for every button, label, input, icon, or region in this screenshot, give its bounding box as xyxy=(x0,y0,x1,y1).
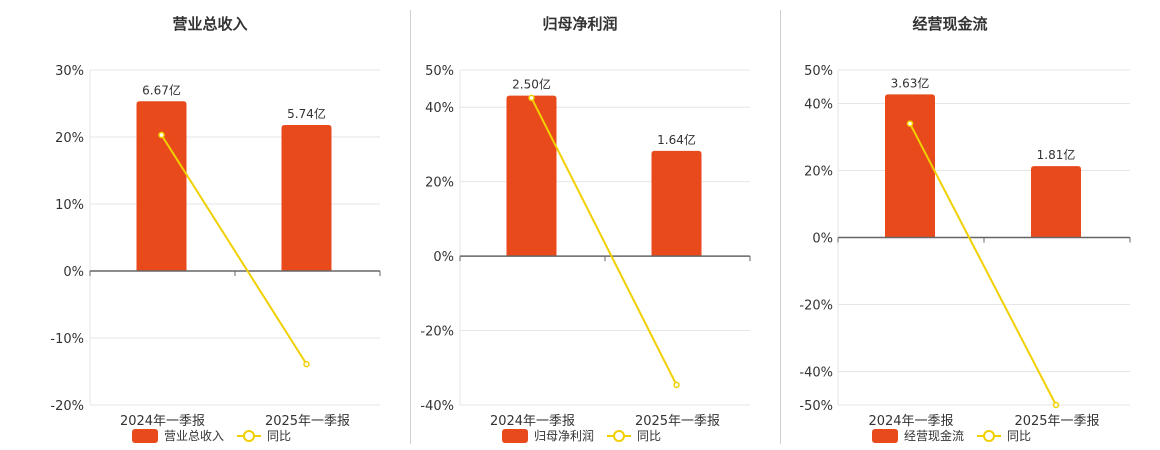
legend-line-label: 同比 xyxy=(637,429,661,443)
y-tick-label: 20% xyxy=(55,131,84,146)
bar xyxy=(1031,166,1081,238)
bar xyxy=(136,101,187,271)
y-tick-label: 0% xyxy=(812,232,833,247)
bar-data-label: 1.64亿 xyxy=(657,132,696,147)
legend-line-marker xyxy=(613,430,625,442)
y-tick-label: 50% xyxy=(425,64,454,79)
y-tick-label: -50% xyxy=(799,399,833,414)
bar-data-label: 2.50亿 xyxy=(512,77,551,92)
operating-cashflow-chart-panel: 经营现金流 50% 40% 20% 0% -20% -40% -50% 3.63亿 1.81亿 20… xyxy=(780,0,1150,450)
y-tick-label: -20% xyxy=(50,399,84,414)
y-tick-label: -40% xyxy=(420,399,454,414)
yoy-point xyxy=(528,94,535,102)
legend-bar-label: 经营现金流 xyxy=(904,428,964,443)
y-tick-label: 0% xyxy=(63,265,84,280)
chart-title: 营业总收入 xyxy=(172,15,247,33)
bar-data-label: 5.74亿 xyxy=(287,106,326,121)
legend-bar-swatch xyxy=(502,429,528,443)
y-tick-label: 30% xyxy=(55,64,84,79)
legend[interactable]: 经营现金流 同比 xyxy=(872,428,1031,443)
panel-divider xyxy=(780,10,781,444)
x-category-label: 2025年一季报 xyxy=(1014,414,1099,429)
y-tick-label: -40% xyxy=(799,366,833,381)
x-category-label: 2025年一季报 xyxy=(265,414,350,429)
y-tick-label: 50% xyxy=(804,64,833,79)
bar xyxy=(885,94,935,238)
y-tick-label: -10% xyxy=(50,332,84,347)
legend-bar-label: 营业总收入 xyxy=(164,429,224,443)
x-category-label: 2024年一季报 xyxy=(490,414,575,429)
bar-data-label: 1.81亿 xyxy=(1037,147,1076,162)
y-tick-label: 20% xyxy=(804,165,833,180)
revenue-chart-panel: 营业总收入 30% 20% 10% 0% -10% -20% 6.67亿 5.74亿 2024年一… xyxy=(40,0,410,450)
chart-svg: 经营现金流 50% 40% 20% 0% -20% -40% -50% 3.63亿 1.81亿 20… xyxy=(799,15,1131,443)
bar xyxy=(651,150,702,257)
chart-svg: 归母净利润 50% 40% 20% 0% -20% -40% 2.50亿 1.64亿 2024年一… xyxy=(420,15,751,443)
y-tick-label: 40% xyxy=(425,101,454,116)
legend[interactable]: 归母净利润 同比 xyxy=(502,429,661,443)
x-category-label: 2025年一季报 xyxy=(635,414,720,429)
legend[interactable]: 营业总收入 同比 xyxy=(132,429,291,443)
chart-title: 经营现金流 xyxy=(912,15,987,33)
yoy-line xyxy=(530,97,678,386)
bar xyxy=(506,95,557,257)
bar xyxy=(281,124,332,271)
y-tick-label: 0% xyxy=(433,250,454,265)
legend-line-label: 同比 xyxy=(1007,429,1031,443)
legend-line-marker xyxy=(243,430,255,442)
bar-data-label: 6.67亿 xyxy=(142,82,181,97)
yoy-point xyxy=(1052,401,1060,409)
net-profit-chart-panel: 归母净利润 50% 40% 20% 0% -20% -40% 2.50亿 1.64亿 2024年一… xyxy=(410,0,780,450)
yoy-point xyxy=(673,381,680,389)
yoy-line xyxy=(909,123,1057,406)
bar-data-label: 3.63亿 xyxy=(891,75,930,90)
legend-bar-swatch xyxy=(872,429,898,443)
legend-line-label: 同比 xyxy=(267,429,291,443)
legend-bar-label: 归母净利润 xyxy=(534,429,594,443)
yoy-line xyxy=(160,134,308,365)
y-tick-label: -20% xyxy=(420,325,454,340)
y-tick-label: 10% xyxy=(55,198,84,213)
legend-bar-swatch xyxy=(132,429,158,443)
chart-svg: 营业总收入 30% 20% 10% 0% -10% -20% 6.67亿 5.74亿 2024年一… xyxy=(50,15,381,443)
yoy-point xyxy=(158,131,165,139)
y-tick-label: 40% xyxy=(804,98,833,113)
x-category-label: 2024年一季报 xyxy=(868,414,953,429)
panel-divider xyxy=(410,10,411,444)
legend-line-marker xyxy=(983,430,995,442)
chart-title: 归母净利润 xyxy=(542,15,617,33)
y-tick-label: -20% xyxy=(799,299,833,314)
y-tick-label: 20% xyxy=(425,176,454,191)
yoy-point xyxy=(303,360,310,368)
yoy-point xyxy=(906,120,914,127)
x-category-label: 2024年一季报 xyxy=(120,414,205,429)
